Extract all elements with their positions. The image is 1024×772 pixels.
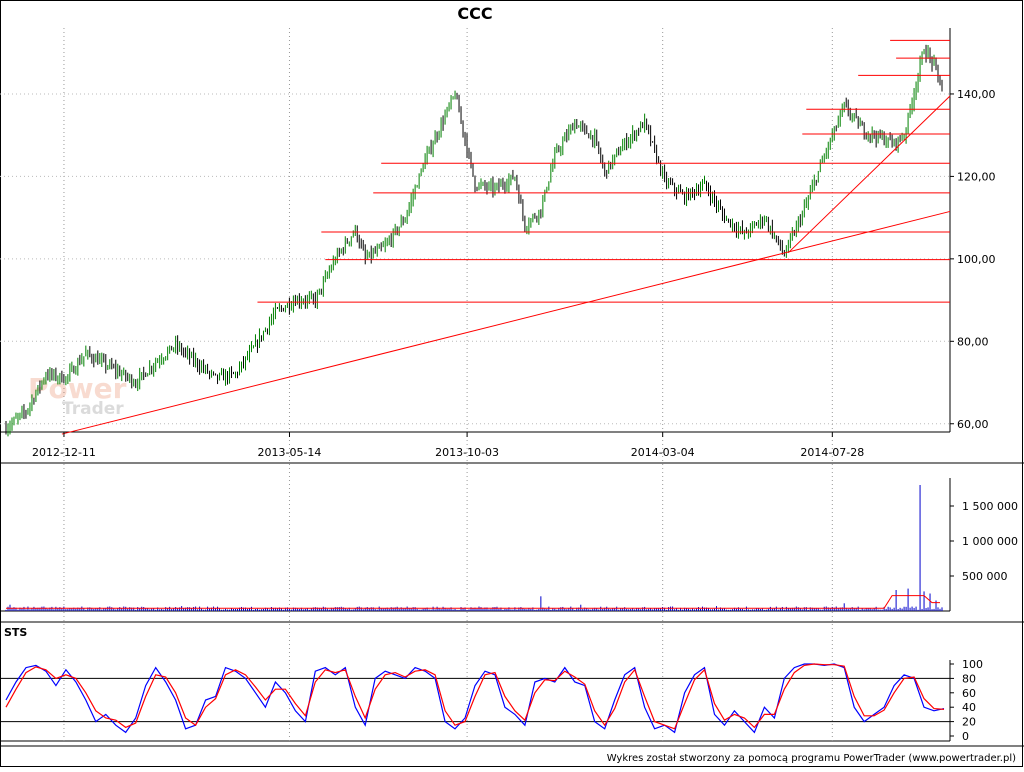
date-axis: 2012-12-11 2013-05-14 2013-10-03 2014-03-04… [32, 432, 864, 459]
chart-title: CCC [457, 4, 492, 23]
date-tick-label: 2013-10-03 [435, 446, 499, 459]
volume-average-line [6, 595, 940, 609]
sts-d-line [5, 663, 945, 730]
price-tick-label: 100,00 [957, 253, 996, 266]
sts-k-line [5, 663, 945, 734]
volume-tick-label: 500 000 [962, 570, 1008, 583]
watermark-trader: Trader [62, 399, 124, 419]
sts-title: STS [4, 626, 27, 639]
price-layer [5, 44, 943, 437]
date-tick-label: 2014-03-04 [631, 446, 695, 459]
sts-tick-label: 80 [962, 672, 976, 685]
support-resistance-lines [61, 39, 951, 435]
price-tick-label: 60,00 [957, 418, 989, 431]
sts-panel [0, 663, 950, 734]
price-axis: 60,00 80,00 100,00 120,00 140,00 [950, 88, 996, 431]
sts-tick-label: 60 [962, 687, 976, 700]
trend-line [61, 210, 951, 435]
watermark: Power Trader [28, 372, 127, 419]
volume-tick-label: 1 000 000 [962, 535, 1018, 548]
sts-tick-label: 40 [962, 701, 976, 714]
sts-tick-label: 100 [962, 658, 983, 671]
sts-tick-label: 20 [962, 716, 976, 729]
price-tick-label: 140,00 [957, 88, 996, 101]
sts-tick-label: 0 [962, 730, 969, 743]
volume-panel [5, 485, 943, 611]
footer-credit: Wykres został stworzony za pomocą progra… [607, 753, 1016, 764]
price-tick-label: 120,00 [957, 170, 996, 183]
volume-tick-label: 1 500 000 [962, 500, 1018, 513]
date-tick-label: 2013-05-14 [258, 446, 322, 459]
volume-axis: 500 000 1 000 000 1 500 000 [950, 500, 1018, 583]
date-tick-label: 2014-07-28 [800, 446, 864, 459]
watermark-power: Power [28, 372, 127, 405]
trend-line [787, 95, 951, 254]
price-tick-label: 80,00 [957, 335, 989, 348]
date-tick-label: 2012-12-11 [32, 446, 96, 459]
